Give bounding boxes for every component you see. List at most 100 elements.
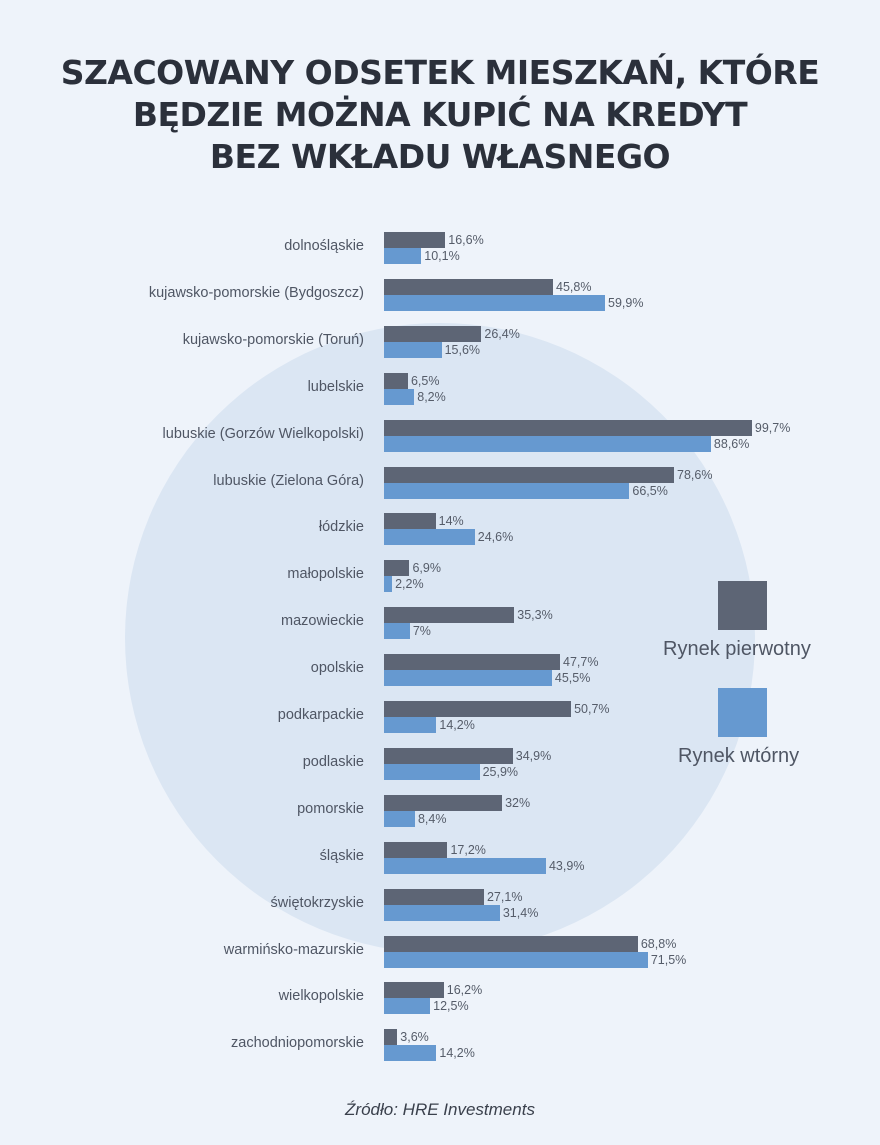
category-label: podlaskie bbox=[302, 753, 364, 770]
category-label: łódzkie bbox=[318, 519, 364, 536]
bar-primary-market bbox=[384, 982, 444, 999]
data-label: 8,4% bbox=[417, 811, 447, 826]
bar-primary-market bbox=[384, 1029, 398, 1046]
bar-primary-market bbox=[384, 607, 515, 624]
bar-primary-market bbox=[384, 654, 560, 671]
chart-title: SZACOWANY ODSETEK MIESZKAŃ, KTÓRE BĘDZIE… bbox=[0, 52, 880, 178]
data-label: 66,5% bbox=[632, 483, 668, 498]
data-label: 8,2% bbox=[417, 389, 446, 404]
bar-primary-market bbox=[384, 794, 503, 811]
data-label: 47,7% bbox=[563, 655, 599, 670]
category-label: pomorskie bbox=[297, 800, 364, 817]
data-label: 26,4% bbox=[484, 326, 520, 341]
category-label: lubelskie bbox=[307, 378, 364, 395]
bar-secondary-market bbox=[384, 248, 422, 264]
category-label: lubuskie (Zielona Góra) bbox=[213, 472, 364, 489]
data-label: 35,3% bbox=[517, 608, 553, 623]
data-label: 27,1% bbox=[486, 889, 523, 904]
data-label: 6,5% bbox=[410, 373, 440, 388]
data-label: 14,2% bbox=[439, 718, 475, 732]
category-label: dolnośląskie bbox=[284, 238, 364, 254]
title-line-2: BĘDZIE MOŻNA KUPIĆ NA KREDYT bbox=[132, 95, 748, 134]
category-label: mazowieckie bbox=[281, 613, 364, 630]
data-label: 50,7% bbox=[574, 702, 610, 716]
category-label: kujawsko-pomorskie (Bydgoszcz) bbox=[148, 284, 364, 301]
bar-secondary-market bbox=[384, 576, 393, 593]
data-label: 6,9% bbox=[412, 561, 441, 576]
data-label: 25,9% bbox=[482, 764, 519, 779]
bar-primary-market bbox=[384, 278, 553, 295]
data-label: 10,1% bbox=[424, 249, 460, 263]
bar-secondary-market bbox=[384, 341, 442, 358]
category-label: lubuskie (Gorzów Wielkopolski) bbox=[162, 425, 364, 442]
bar-primary-market bbox=[384, 372, 408, 389]
category-label: podkarpackie bbox=[277, 707, 364, 723]
category-label: opolskie bbox=[310, 660, 364, 677]
category-label: zachodniopomorskie bbox=[231, 1035, 364, 1052]
bar-secondary-market bbox=[384, 717, 437, 733]
category-label: kujawsko-pomorskie (Toruń) bbox=[182, 331, 364, 348]
data-label: 34,9% bbox=[515, 748, 552, 763]
data-label: 32% bbox=[505, 795, 531, 810]
bar-primary-market bbox=[384, 935, 638, 952]
bar-secondary-market bbox=[384, 951, 648, 968]
data-label: 3,6% bbox=[400, 1030, 429, 1045]
title-line-1: SZACOWANY ODSETEK MIESZKAŃ, KTÓRE bbox=[60, 53, 820, 92]
data-label: 16,6% bbox=[448, 233, 484, 247]
bar-secondary-market bbox=[384, 670, 552, 687]
bar-secondary-market bbox=[384, 482, 630, 499]
data-label: 15,6% bbox=[444, 342, 481, 357]
bar-primary-market bbox=[384, 841, 448, 858]
category-label: wielkopolskie bbox=[278, 988, 364, 1005]
legend-label-secondary: Rynek wtórny bbox=[678, 745, 800, 767]
category-label: warmińsko-mazurskie bbox=[223, 941, 364, 958]
bar-secondary-market bbox=[384, 623, 410, 640]
legend-label-primary: Rynek pierwotny bbox=[663, 638, 811, 660]
source-note: Źródło: HRE Investments bbox=[345, 1100, 535, 1119]
bar-secondary-market bbox=[384, 810, 415, 827]
bar-secondary-market bbox=[384, 435, 711, 452]
data-label: 45,8% bbox=[556, 279, 592, 294]
title-line-3: BEZ WKŁADU WŁASNEGO bbox=[209, 137, 671, 176]
bar-secondary-market bbox=[384, 294, 606, 311]
bar-secondary-market bbox=[384, 857, 546, 874]
bar-primary-market bbox=[384, 325, 482, 342]
data-label: 31,4% bbox=[502, 905, 539, 920]
bar-primary-market bbox=[384, 888, 484, 905]
data-label: 24,6% bbox=[477, 530, 514, 545]
data-label: 7% bbox=[412, 624, 431, 639]
data-label: 99,7% bbox=[754, 420, 791, 435]
bar-secondary-market bbox=[384, 904, 500, 921]
legend-swatch-secondary bbox=[718, 688, 767, 737]
category-label: śląskie bbox=[319, 847, 364, 864]
bar-primary-market bbox=[384, 419, 752, 436]
data-label: 16,2% bbox=[446, 983, 483, 998]
data-label: 14,2% bbox=[439, 1046, 475, 1061]
bar-primary-market bbox=[384, 513, 436, 530]
bar-secondary-market bbox=[384, 388, 415, 405]
bar-secondary-market bbox=[384, 529, 475, 546]
data-label: 88,6% bbox=[713, 436, 750, 451]
legend-swatch-primary bbox=[718, 581, 767, 630]
data-label: 78,6% bbox=[677, 467, 713, 482]
bar-secondary-market bbox=[384, 1045, 437, 1062]
data-label: 45,5% bbox=[554, 671, 591, 686]
bar-primary-market bbox=[384, 466, 675, 483]
data-label: 12,5% bbox=[433, 999, 469, 1014]
bar-primary-market bbox=[384, 747, 513, 764]
bar-primary-market bbox=[384, 701, 572, 717]
data-label: 68,8% bbox=[640, 936, 677, 951]
category-label: małopolskie bbox=[287, 566, 364, 583]
data-label: 14% bbox=[438, 514, 464, 529]
data-label: 43,9% bbox=[548, 858, 585, 873]
data-label: 59,9% bbox=[608, 295, 644, 310]
bar-primary-market bbox=[384, 232, 446, 248]
bar-secondary-market bbox=[384, 998, 431, 1015]
data-label: 17,2% bbox=[450, 842, 486, 857]
data-label: 2,2% bbox=[395, 577, 424, 592]
bar-primary-market bbox=[384, 560, 410, 577]
category-label: świętokrzyskie bbox=[270, 894, 364, 911]
bar-secondary-market bbox=[384, 763, 480, 780]
data-label: 71,5% bbox=[650, 952, 687, 967]
